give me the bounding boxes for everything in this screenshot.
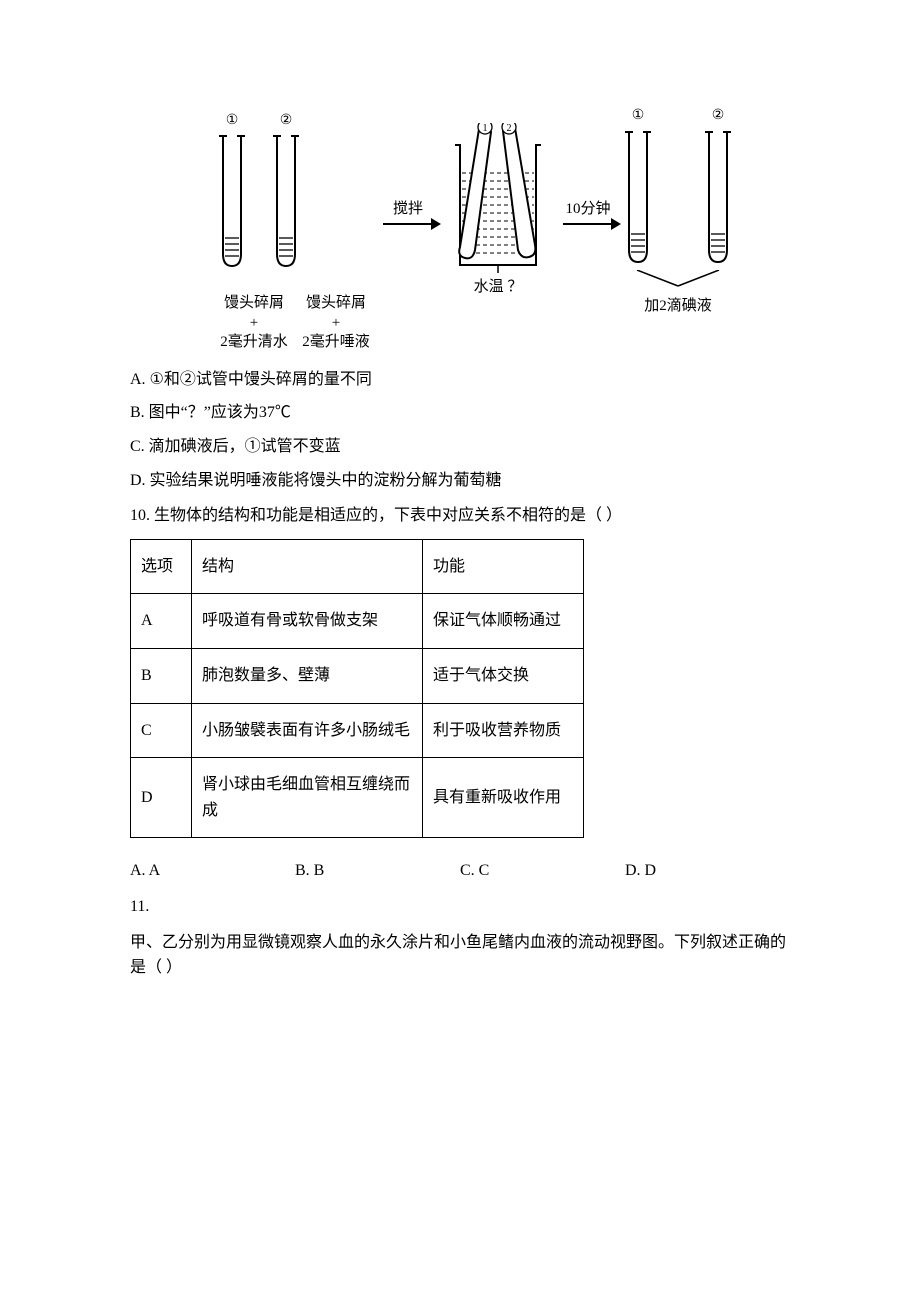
arrow-wait-label: 10分钟 [565,197,610,221]
arrow-wait: 10分钟 [563,197,613,225]
q11-stem: 甲、乙分别为用显微镜观察人血的永久涂片和小鱼尾鳍内血液的流动视野图。下列叙述正确… [130,930,790,981]
test-tube-icon [623,130,653,270]
tube-2-after-label: ② [712,105,725,127]
q10-th-2: 功能 [423,539,584,594]
table-row: A 呼吸道有骨或软骨做支架 保证气体顺畅通过 [131,594,584,649]
table-row: C 小肠皱襞表面有许多小肠绒毛 利于吸收营养物质 [131,703,584,758]
q10-option-a: A. A [130,858,295,884]
tube-2-initial: ② [271,110,301,274]
svg-text:2: 2 [507,123,512,134]
tube2-caption-l3: 2毫升唾液 [299,333,373,353]
arrow-icon [383,223,433,225]
tube-1-after-label: ① [632,105,645,127]
q10-option-d: D. D [625,858,790,884]
tube-2-after: ② [703,105,733,269]
initial-captions: 馒头碎屑 + 2毫升清水 馒头碎屑 + 2毫升唾液 [217,294,373,353]
tube2-caption-l1: 馒头碎屑 [299,294,373,314]
q10-table: 选项 结构 功能 A 呼吸道有骨或软骨做支架 保证气体顺畅通过 B 肺泡数量多、… [130,539,584,839]
q9-option-b: B. 图中“？”应该为37℃ [130,400,790,426]
q9-option-d: D. 实验结果说明唾液能将馒头中的淀粉分解为葡萄糖 [130,468,790,494]
q9-option-a: A. ①和②试管中馒头碎屑的量不同 [130,367,790,393]
arrow-stir: 搅拌 [383,197,433,225]
test-tube-icon [703,130,733,270]
document-page: ① ② [0,0,920,1071]
svg-text:1: 1 [483,123,488,134]
converge-lines-icon [623,270,733,288]
arrow-icon [563,223,613,225]
tube-1-label: ① [226,110,239,132]
water-bath-beaker: 1 2 水温 ？ [443,123,553,299]
tube-1-initial: ① [217,110,247,274]
tube-2-label: ② [280,110,293,132]
experiment-diagram: ① ② [160,110,790,353]
tube1-caption-l2: + [217,314,291,334]
beaker-icon: 1 2 [443,123,553,273]
after-tubes-group: ① ② [623,105,733,317]
tube-1-after: ① [623,105,653,269]
test-tube-icon [217,134,247,274]
table-row: B 肺泡数量多、壁薄 适于气体交换 [131,649,584,704]
tube1-caption-l3: 2毫升清水 [217,333,291,353]
test-tube-icon [271,134,301,274]
tube2-caption-l2: + [299,314,373,334]
table-row: D 肾小球由毛细血管相互缠绕而成 具有重新吸收作用 [131,758,584,838]
q9-option-c: C. 滴加碘液后，①试管不变蓝 [130,434,790,460]
q10-option-c: C. C [460,858,625,884]
q10-th-0: 选项 [131,539,192,594]
initial-tubes-group: ① ② [217,110,373,353]
q11-number: 11. [130,894,790,920]
q10-stem: 10. 生物体的结构和功能是相适应的，下表中对应关系不相符的是（ ） [130,503,790,529]
beaker-label: 水温 ？ [474,275,523,299]
q10-option-b: B. B [295,858,460,884]
tube1-caption-l1: 馒头碎屑 [217,294,291,314]
q10-th-1: 结构 [192,539,423,594]
q10-options: A. A B. B C. C D. D [130,858,790,884]
after-label: 加2滴碘液 [644,294,712,318]
arrow-stir-label: 搅拌 [393,197,423,221]
